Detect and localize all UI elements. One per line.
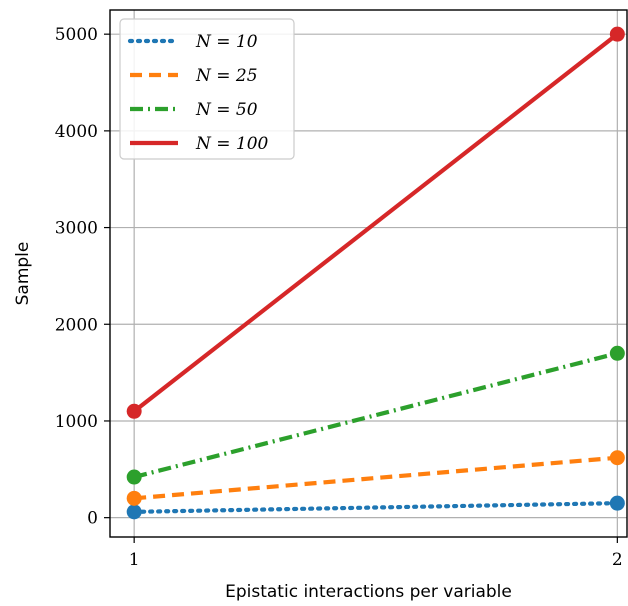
- legend-box: [119, 18, 295, 160]
- series-2-point: [609, 450, 625, 466]
- plot-frame: [109, 9, 628, 538]
- series-2-point: [126, 490, 142, 506]
- legend-label: N = 10: [195, 32, 258, 52]
- x-tick-label: 2: [612, 550, 623, 570]
- series-line-3: [133, 351, 618, 480]
- y-tick-label: 0: [87, 509, 98, 529]
- legend-label: N = 100: [195, 134, 269, 154]
- y-tick-label: 2000: [55, 315, 98, 335]
- y-tick-label: 1000: [55, 412, 98, 432]
- x-tick-label: 1: [129, 550, 140, 570]
- series-line-2: [133, 455, 618, 501]
- y-tick-label: 4000: [55, 122, 98, 142]
- y-axis-label: Sample: [13, 242, 33, 306]
- series-1-point: [126, 504, 142, 520]
- legend-label: N = 50: [195, 100, 258, 120]
- legend-label: N = 25: [195, 66, 258, 86]
- series-line-1: [132, 501, 620, 514]
- series-4-point: [609, 26, 625, 42]
- series-line-4: [132, 32, 619, 413]
- series-3-point: [126, 469, 142, 485]
- series-1-point: [609, 495, 625, 511]
- legend: N = 10 N = 25 N = 50 N = 100: [119, 18, 295, 160]
- x-axis-label: Epistatic interactions per variable: [225, 582, 512, 602]
- series-3-point: [609, 345, 625, 361]
- series-group: [126, 26, 625, 520]
- y-tick-label: 3000: [55, 219, 98, 239]
- axis-ticks: 0 1000 2000 3000 4000 5000 1 2: [55, 25, 623, 570]
- series-4-point: [126, 403, 142, 419]
- y-tick-label: 5000: [55, 25, 98, 45]
